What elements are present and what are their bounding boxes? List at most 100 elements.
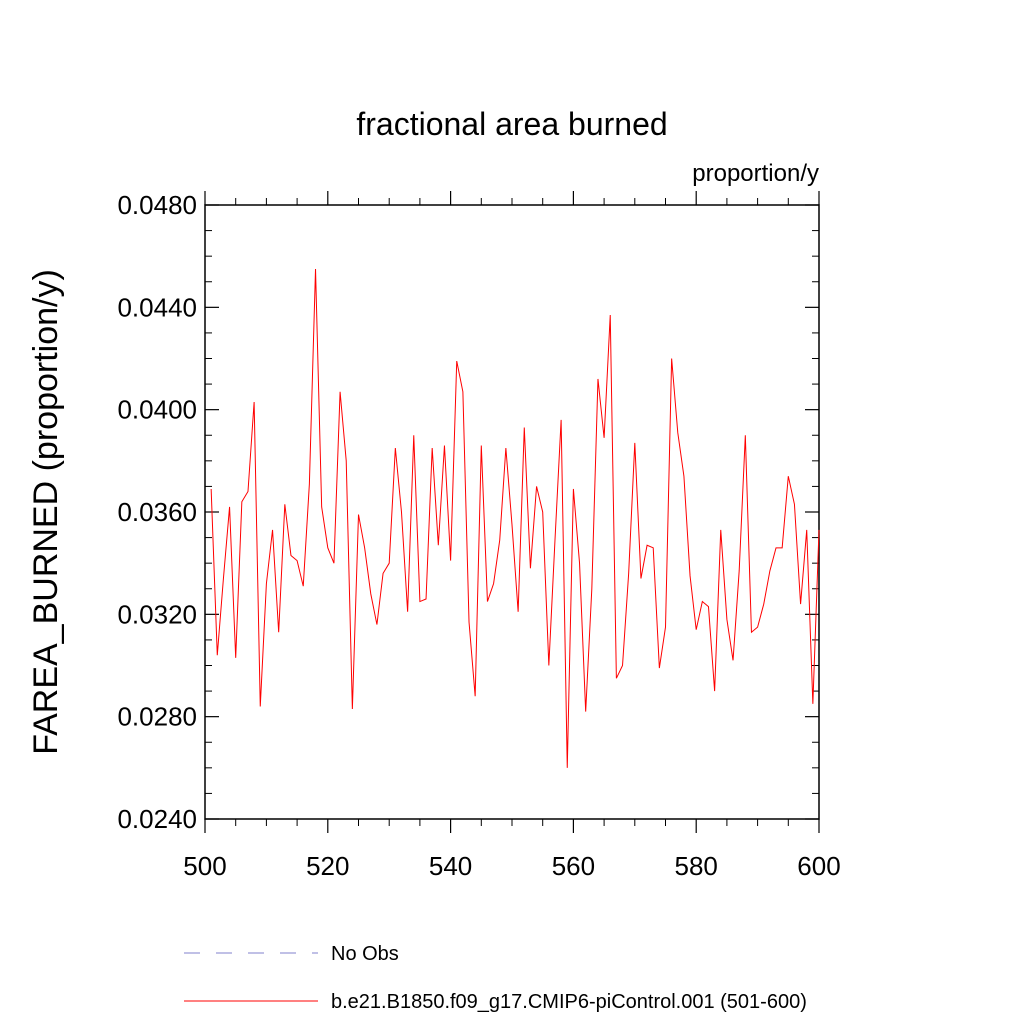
data-point bbox=[634, 442, 635, 443]
data-point bbox=[769, 570, 770, 571]
plot-area bbox=[204, 204, 820, 820]
data-point bbox=[518, 611, 519, 612]
data-point bbox=[419, 601, 420, 602]
data-point bbox=[726, 619, 727, 620]
data-point bbox=[481, 445, 482, 446]
data-point bbox=[646, 545, 647, 546]
data-point bbox=[241, 501, 242, 502]
x-tick-label: 500 bbox=[183, 851, 226, 881]
data-point bbox=[438, 545, 439, 546]
y-tick-label: 0.0320 bbox=[117, 599, 197, 629]
x-tick-label: 520 bbox=[306, 851, 349, 881]
data-point bbox=[616, 678, 617, 679]
data-point bbox=[745, 435, 746, 436]
data-point bbox=[702, 601, 703, 602]
data-point bbox=[659, 667, 660, 668]
data-point bbox=[775, 547, 776, 548]
data-point bbox=[278, 632, 279, 633]
plot-frame bbox=[204, 204, 820, 820]
y-tick-label: 0.0400 bbox=[117, 395, 197, 425]
data-point bbox=[235, 657, 236, 658]
chart-title: fractional area burned bbox=[356, 106, 667, 142]
data-point bbox=[382, 573, 383, 574]
data-point bbox=[499, 540, 500, 541]
data-point bbox=[548, 665, 549, 666]
data-point bbox=[432, 447, 433, 448]
data-point bbox=[290, 555, 291, 556]
data-point bbox=[364, 547, 365, 548]
data-point bbox=[579, 563, 580, 564]
y-axis: 0.0240 0.0280 0.0320 0.0360 0.0400 0.0440 0.04… bbox=[117, 190, 819, 834]
data-point bbox=[530, 568, 531, 569]
data-point bbox=[628, 573, 629, 574]
data-point bbox=[714, 690, 715, 691]
data-point bbox=[653, 547, 654, 548]
data-point bbox=[597, 378, 598, 379]
y-axis-label: FAREA_BURNED (proportion/y) bbox=[27, 269, 65, 755]
data-point bbox=[689, 575, 690, 576]
data-point bbox=[358, 514, 359, 515]
data-point bbox=[413, 435, 414, 436]
data-point bbox=[536, 486, 537, 487]
data-point bbox=[254, 401, 255, 402]
y-tick-label: 0.0480 bbox=[117, 190, 197, 220]
data-point bbox=[757, 627, 758, 628]
x-tick-label: 580 bbox=[675, 851, 718, 881]
data-point bbox=[425, 598, 426, 599]
data-point bbox=[573, 488, 574, 489]
data-point bbox=[376, 624, 377, 625]
x-tick-label: 540 bbox=[429, 851, 472, 881]
data-point bbox=[389, 563, 390, 564]
data-point bbox=[640, 578, 641, 579]
data-point bbox=[468, 621, 469, 622]
data-point bbox=[266, 583, 267, 584]
data-point bbox=[585, 711, 586, 712]
data-point bbox=[229, 506, 230, 507]
data-point bbox=[524, 427, 525, 428]
data-point bbox=[763, 604, 764, 605]
data-point bbox=[370, 593, 371, 594]
data-point bbox=[450, 560, 451, 561]
data-point bbox=[739, 570, 740, 571]
data-point bbox=[542, 511, 543, 512]
data-point bbox=[327, 547, 328, 548]
data-point bbox=[321, 506, 322, 507]
y-tick-label: 0.0240 bbox=[117, 804, 197, 834]
y-tick-label: 0.0440 bbox=[117, 292, 197, 322]
data-point bbox=[677, 432, 678, 433]
data-point bbox=[217, 655, 218, 656]
data-point bbox=[297, 560, 298, 561]
data-point bbox=[554, 540, 555, 541]
y-tick-label: 0.0360 bbox=[117, 497, 197, 527]
data-point bbox=[247, 491, 248, 492]
data-point bbox=[407, 611, 408, 612]
y-tick-label: 0.0280 bbox=[117, 702, 197, 732]
data-point bbox=[708, 606, 709, 607]
x-axis: 500 520 540 560 580 600 bbox=[183, 191, 841, 881]
series-line-model bbox=[210, 268, 820, 768]
x-tick-label: 560 bbox=[552, 851, 595, 881]
data-point bbox=[303, 586, 304, 587]
data-point bbox=[511, 524, 512, 525]
data-point bbox=[671, 358, 672, 359]
units-label: proportion/y bbox=[692, 160, 819, 187]
legend-label: b.e21.B1850.f09_g17.CMIP6-piControl.001 … bbox=[331, 991, 807, 1013]
data-point bbox=[395, 447, 396, 448]
data-point bbox=[456, 360, 457, 361]
data-point bbox=[339, 391, 340, 392]
data-point bbox=[732, 660, 733, 661]
data-point bbox=[352, 708, 353, 709]
data-point bbox=[818, 529, 819, 530]
data-point bbox=[720, 529, 721, 530]
data-point bbox=[475, 696, 476, 697]
data-point bbox=[591, 588, 592, 589]
data-point bbox=[683, 476, 684, 477]
data-point bbox=[444, 445, 445, 446]
data-point bbox=[751, 632, 752, 633]
data-point bbox=[622, 665, 623, 666]
data-point bbox=[505, 447, 506, 448]
data-point bbox=[806, 529, 807, 530]
legend: No Obs b.e21.B1850.f09_g17.CMIP6-piContro… bbox=[184, 943, 807, 1013]
data-point bbox=[696, 629, 697, 630]
